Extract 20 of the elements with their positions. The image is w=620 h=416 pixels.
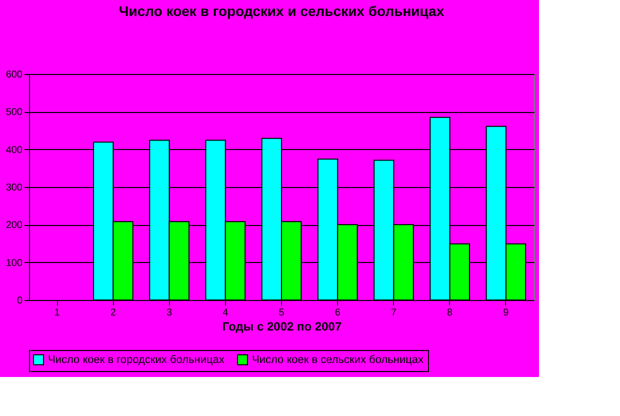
- x-tick-label: 8: [447, 308, 454, 318]
- y-tick-label: 200: [6, 220, 23, 232]
- x-tick-label: 2: [110, 308, 116, 318]
- y-tick-label: 500: [6, 107, 23, 118]
- x-tick-label: 5: [278, 308, 285, 318]
- chart-title: Число коек в городских и сельских больницах: [118, 3, 444, 19]
- y-tick-label: 600: [6, 70, 23, 80]
- legend-label: Число коек в сельских больницах: [252, 354, 424, 366]
- x-tick-label: 6: [334, 308, 341, 318]
- x-tick-label: 9: [503, 308, 510, 318]
- y-tick-label: 300: [6, 182, 23, 194]
- y-tick-label: 100: [6, 258, 23, 269]
- x-tick-label: 1: [54, 308, 60, 318]
- x-tick-label: 7: [390, 308, 397, 318]
- x-tick-label: 3: [166, 308, 172, 318]
- y-tick-label: 400: [6, 144, 23, 156]
- x-axis-title: Годы с 2002 по 2007: [222, 320, 342, 334]
- x-tick-label: 4: [222, 308, 229, 318]
- y-tick-label: 0: [16, 296, 23, 306]
- legend-label: Число коек в городских больницах: [48, 354, 225, 366]
